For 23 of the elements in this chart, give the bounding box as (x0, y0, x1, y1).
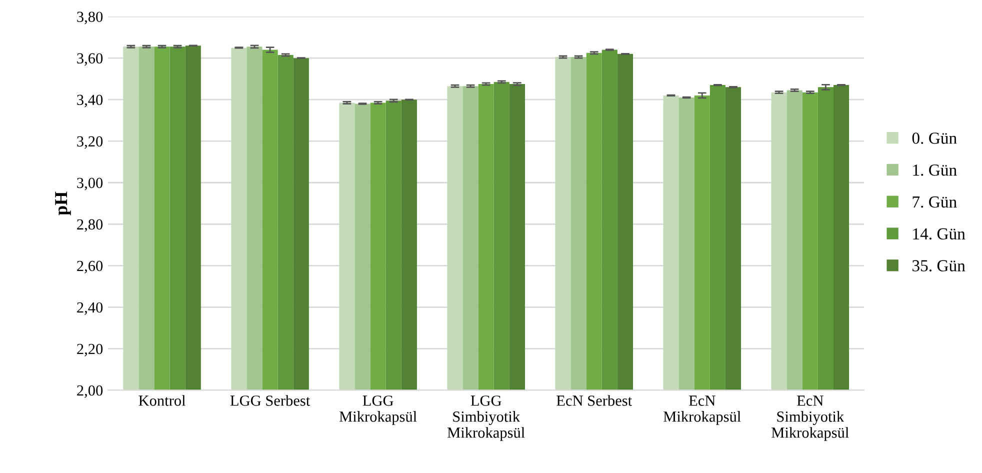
x-tick-label: LGG Mikrokapsül (339, 396, 417, 425)
y-tick-label: 3,20 (77, 136, 103, 149)
y-tick-label: 2,80 (77, 219, 103, 232)
x-tick-label: EcN Mikrokapsül (664, 396, 741, 425)
legend-label: 7. Gün (912, 196, 957, 208)
legend-label: 0. Gün (912, 132, 957, 144)
x-tick-label: LGG Serbest (230, 395, 310, 406)
legend-label: 1. Gün (913, 164, 957, 176)
x-tick-label: EcN Simbiyotik Mikrokapsül (772, 396, 849, 441)
y-tick-label: 3,00 (77, 178, 103, 190)
legend-label: 35. Gün (912, 260, 966, 272)
legend-label: 14. Gün (913, 228, 966, 240)
y-tick-label: 2,00 (77, 385, 103, 398)
x-tick-label: EcN Serbest (556, 395, 632, 406)
y-axis-title: pH (55, 192, 71, 216)
y-tick-label: 3,60 (77, 53, 103, 66)
y-tick-label: 3,80 (77, 12, 103, 24)
x-tick-label: LGG Simbiyotik Mikrokapsül (447, 396, 525, 441)
y-tick-label: 2,20 (77, 344, 103, 356)
y-tick-label: 2,60 (77, 260, 103, 274)
y-tick-label: 3,40 (77, 94, 103, 108)
y-tick-label: 2,40 (77, 302, 103, 315)
x-tick-label: Kontrol (138, 395, 186, 406)
